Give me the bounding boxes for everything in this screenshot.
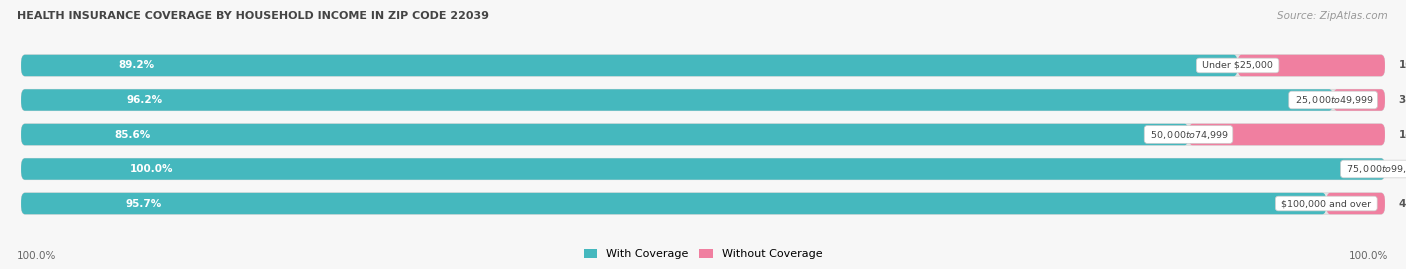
FancyBboxPatch shape xyxy=(21,193,1385,214)
FancyBboxPatch shape xyxy=(21,89,1333,111)
FancyBboxPatch shape xyxy=(1326,193,1385,214)
Text: 89.2%: 89.2% xyxy=(118,61,155,70)
Text: $75,000 to $99,999: $75,000 to $99,999 xyxy=(1344,163,1406,175)
Text: 14.4%: 14.4% xyxy=(1399,129,1406,140)
Text: Source: ZipAtlas.com: Source: ZipAtlas.com xyxy=(1277,11,1388,21)
FancyBboxPatch shape xyxy=(1237,55,1385,76)
Text: $25,000 to $49,999: $25,000 to $49,999 xyxy=(1292,94,1375,106)
FancyBboxPatch shape xyxy=(21,89,1385,111)
Text: HEALTH INSURANCE COVERAGE BY HOUSEHOLD INCOME IN ZIP CODE 22039: HEALTH INSURANCE COVERAGE BY HOUSEHOLD I… xyxy=(17,11,489,21)
Text: 4.3%: 4.3% xyxy=(1399,199,1406,208)
Text: Under $25,000: Under $25,000 xyxy=(1199,61,1277,70)
FancyBboxPatch shape xyxy=(21,158,1385,180)
Legend: With Coverage, Without Coverage: With Coverage, Without Coverage xyxy=(579,244,827,263)
Text: 96.2%: 96.2% xyxy=(127,95,162,105)
Text: 0.0%: 0.0% xyxy=(1399,164,1406,174)
Text: 95.7%: 95.7% xyxy=(125,199,162,208)
Text: 3.8%: 3.8% xyxy=(1399,95,1406,105)
Text: 85.6%: 85.6% xyxy=(114,129,150,140)
FancyBboxPatch shape xyxy=(21,158,1385,180)
FancyBboxPatch shape xyxy=(1188,124,1385,145)
FancyBboxPatch shape xyxy=(21,124,1188,145)
Text: $50,000 to $74,999: $50,000 to $74,999 xyxy=(1147,129,1230,140)
FancyBboxPatch shape xyxy=(21,193,1326,214)
FancyBboxPatch shape xyxy=(1333,89,1385,111)
Text: 100.0%: 100.0% xyxy=(17,251,56,261)
FancyBboxPatch shape xyxy=(21,124,1385,145)
Text: $100,000 and over: $100,000 and over xyxy=(1278,199,1374,208)
FancyBboxPatch shape xyxy=(21,55,1385,76)
Text: 100.0%: 100.0% xyxy=(1348,251,1388,261)
FancyBboxPatch shape xyxy=(21,55,1237,76)
Text: 10.8%: 10.8% xyxy=(1399,61,1406,70)
Text: 100.0%: 100.0% xyxy=(131,164,174,174)
